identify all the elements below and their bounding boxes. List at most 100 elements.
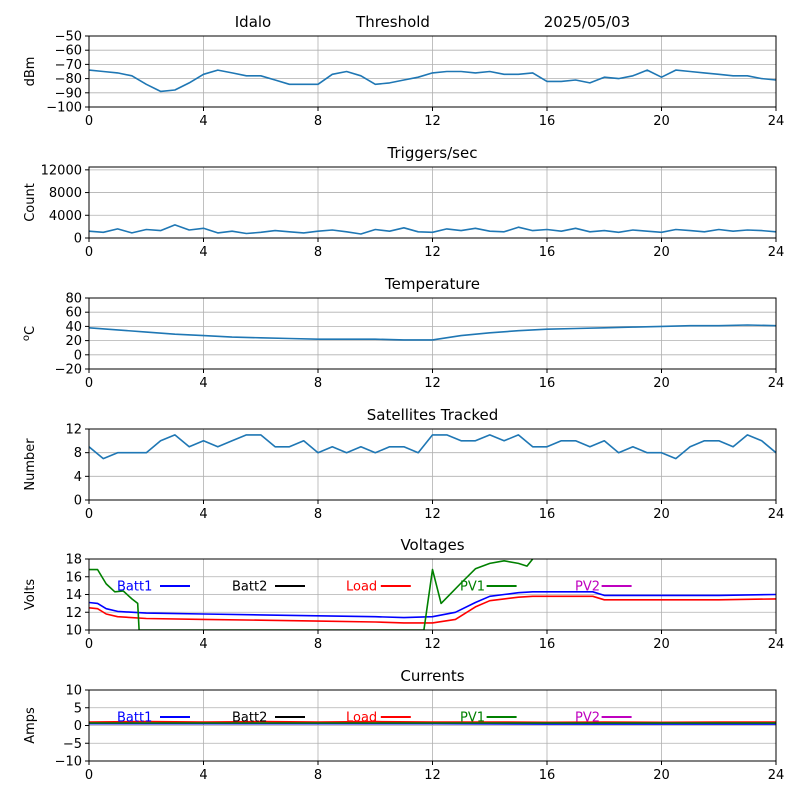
- legend-label-pv2: PV2: [575, 580, 600, 595]
- y-tick-label: −80: [55, 72, 82, 87]
- x-tick-label: 4: [199, 637, 207, 652]
- series-line-load: [89, 720, 776, 724]
- series-line-data: [89, 224, 776, 235]
- legend-label-batt2: Batt2: [232, 711, 267, 726]
- x-tick-label: 12: [424, 637, 441, 652]
- x-tick-label: 24: [768, 768, 785, 783]
- x-tick-label: 16: [539, 637, 556, 652]
- x-tick-label: 16: [539, 114, 556, 129]
- x-tick-label: 8: [314, 637, 322, 652]
- legend-label-pv2: PV2: [575, 711, 600, 726]
- x-tick-label: 12: [424, 768, 441, 783]
- x-tick-label: 20: [653, 507, 670, 522]
- x-tick-label: 12: [424, 507, 441, 522]
- x-tick-label: 24: [768, 637, 785, 652]
- y-tick-label: 12000: [41, 163, 82, 178]
- x-tick-label: 20: [653, 376, 670, 391]
- x-tick-label: 0: [85, 507, 93, 522]
- legend-label-batt1: Batt1: [117, 711, 152, 726]
- y-tick-label: 12: [65, 606, 82, 621]
- x-tick-label: 12: [424, 376, 441, 391]
- series-line-data: [89, 324, 776, 341]
- x-tick-label: 8: [314, 245, 322, 260]
- x-tick-label: 0: [85, 768, 93, 783]
- y-tick-label: 0: [74, 232, 82, 247]
- series-line-data: [89, 69, 776, 93]
- y-axis-label: Number: [23, 438, 38, 491]
- x-tick-label: 4: [199, 376, 207, 391]
- y-tick-label: 4: [74, 470, 82, 485]
- chart-panel-5: 0 4 8 12 16 20 24 −10 −5 0 5 10 Currents Amps Batt1 Bat…: [23, 667, 784, 783]
- panel-title: Currents: [400, 667, 464, 685]
- y-tick-label: −10: [55, 755, 82, 770]
- x-tick-label: 24: [768, 245, 785, 260]
- x-tick-label: 12: [424, 114, 441, 129]
- x-tick-label: 8: [314, 376, 322, 391]
- x-tick-label: 24: [768, 507, 785, 522]
- y-axis-label: oC: [21, 326, 38, 341]
- y-tick-label: 16: [65, 570, 82, 585]
- y-tick-label: −70: [55, 58, 82, 73]
- y-tick-label: 8000: [49, 186, 82, 201]
- y-tick-label: 12: [65, 423, 82, 438]
- header-date: 2025/05/03: [544, 13, 630, 31]
- x-tick-label: 16: [539, 376, 556, 391]
- y-tick-label: −50: [55, 30, 82, 45]
- panel-title: Satellites Tracked: [367, 406, 498, 424]
- y-tick-label: 80: [65, 292, 82, 307]
- x-tick-label: 20: [653, 245, 670, 260]
- x-tick-label: 16: [539, 507, 556, 522]
- y-tick-label: 40: [65, 320, 82, 335]
- x-tick-label: 12: [424, 245, 441, 260]
- y-axis-label: Amps: [23, 707, 38, 744]
- series-line-data: [89, 434, 776, 460]
- x-tick-label: 24: [768, 376, 785, 391]
- legend-label-load: Load: [346, 711, 377, 726]
- series-group: [89, 720, 776, 725]
- y-tick-label: −20: [55, 363, 82, 378]
- y-tick-label: 10: [65, 684, 82, 699]
- series-line-pv1: [89, 559, 534, 630]
- y-tick-label: 20: [65, 334, 82, 349]
- series-group: [89, 324, 776, 341]
- y-tick-label: −90: [55, 86, 82, 101]
- x-tick-label: 8: [314, 114, 322, 129]
- x-tick-label: 8: [314, 768, 322, 783]
- degree-o: o: [21, 335, 32, 341]
- legend-label-pv1: PV1: [460, 711, 485, 726]
- y-tick-label: 10: [65, 624, 82, 639]
- y-tick-label: 8: [74, 446, 82, 461]
- y-axis-label: Count: [23, 183, 38, 222]
- x-tick-label: 4: [199, 507, 207, 522]
- y-tick-label: −100: [46, 101, 82, 116]
- y-tick-label: 18: [65, 553, 82, 568]
- x-tick-label: 16: [539, 245, 556, 260]
- legend-label-batt1: Batt1: [117, 580, 152, 595]
- y-tick-label: −5: [63, 737, 82, 752]
- y-axis-label: Volts: [23, 579, 38, 611]
- panel-title: Temperature: [384, 275, 480, 293]
- x-tick-label: 4: [199, 768, 207, 783]
- x-tick-label: 20: [653, 637, 670, 652]
- series-group: [89, 69, 776, 93]
- panel-title: Triggers/sec: [387, 144, 478, 162]
- x-tick-label: 4: [199, 245, 207, 260]
- x-tick-label: 16: [539, 768, 556, 783]
- legend-label-batt2: Batt2: [232, 580, 267, 595]
- x-tick-label: 20: [653, 768, 670, 783]
- chart-panel-4: 0 4 8 12 16 20 24 10 12 14 16 18 Voltages Volts Batt1 B…: [23, 536, 784, 652]
- chart-panel-0: 0 4 8 12 16 20 24 −100−90−80−70−60−50 dBm: [23, 30, 784, 130]
- panel-title: Voltages: [400, 536, 464, 554]
- y-tick-label: 0: [74, 348, 82, 363]
- x-tick-label: 20: [653, 114, 670, 129]
- y-tick-label: 0: [74, 494, 82, 509]
- y-tick-label: 4000: [49, 209, 82, 224]
- series-line-batt1: [89, 590, 776, 619]
- x-tick-label: 24: [768, 114, 785, 129]
- series-line-load: [89, 595, 776, 624]
- series-group: [89, 224, 776, 235]
- celsius-c: C: [23, 326, 38, 335]
- x-tick-label: 4: [199, 114, 207, 129]
